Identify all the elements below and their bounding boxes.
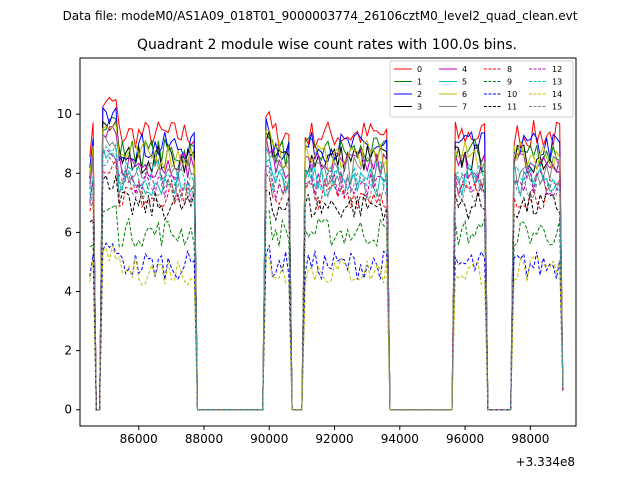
- legend-label-9: 9: [507, 78, 512, 87]
- chart-title: Quadrant 2 module wise count rates with …: [137, 37, 517, 53]
- series-layer: [89, 96, 564, 411]
- series-line-12: [89, 148, 564, 411]
- x-axis: 86000 88000 90000 92000 94000 96000 98000: [120, 426, 549, 446]
- legend-label-8: 8: [507, 65, 512, 74]
- x-tick-label: 92000: [315, 432, 353, 446]
- legend-label-14: 14: [552, 90, 562, 99]
- legend-label-15: 15: [552, 103, 562, 112]
- series-line-9: [89, 203, 564, 411]
- series-line-8: [89, 158, 564, 411]
- plot-frame: [79, 57, 577, 427]
- legend-label-10: 10: [507, 90, 517, 99]
- legend-label-5: 5: [462, 78, 467, 87]
- x-tick-label: 96000: [446, 432, 484, 446]
- series-line-7: [89, 133, 564, 411]
- legend-label-11: 11: [507, 103, 517, 112]
- x-tick-label: 98000: [511, 432, 549, 446]
- legend-label-3: 3: [417, 103, 422, 112]
- legend-box: [389, 60, 574, 118]
- series-line-14: [89, 245, 564, 411]
- y-tick-label: 6: [64, 225, 72, 239]
- suptitle: Data file: modeM0/AS1A09_018T01_90000037…: [63, 9, 578, 23]
- series-line-13: [89, 142, 564, 411]
- legend-label-4: 4: [462, 65, 467, 74]
- series-line-0: [89, 96, 564, 411]
- x-tick-label: 90000: [250, 432, 288, 446]
- legend-label-6: 6: [462, 90, 467, 99]
- series-line-2: [89, 106, 564, 411]
- x-tick-label: 86000: [120, 432, 158, 446]
- y-tick-label: 8: [64, 166, 72, 180]
- legend-label-0: 0: [417, 65, 422, 74]
- legend-label-2: 2: [417, 90, 422, 99]
- series-line-4: [89, 126, 564, 411]
- legend-label-7: 7: [462, 103, 467, 112]
- legend-label-12: 12: [552, 65, 562, 74]
- series-line-10: [89, 242, 564, 411]
- x-offset-label: +3.334e8: [516, 455, 575, 469]
- x-tick-label: 94000: [381, 432, 419, 446]
- legend-label-13: 13: [552, 78, 562, 87]
- y-tick-label: 2: [64, 344, 72, 358]
- y-tick-label: 0: [64, 403, 72, 417]
- y-axis: 0 2 4 6 8 10: [57, 107, 80, 417]
- y-tick-label: 10: [57, 107, 72, 121]
- series-line-15: [89, 156, 564, 411]
- series-line-11: [89, 174, 564, 411]
- x-tick-label: 88000: [185, 432, 223, 446]
- y-tick-label: 4: [64, 285, 72, 299]
- legend-label-1: 1: [417, 78, 422, 87]
